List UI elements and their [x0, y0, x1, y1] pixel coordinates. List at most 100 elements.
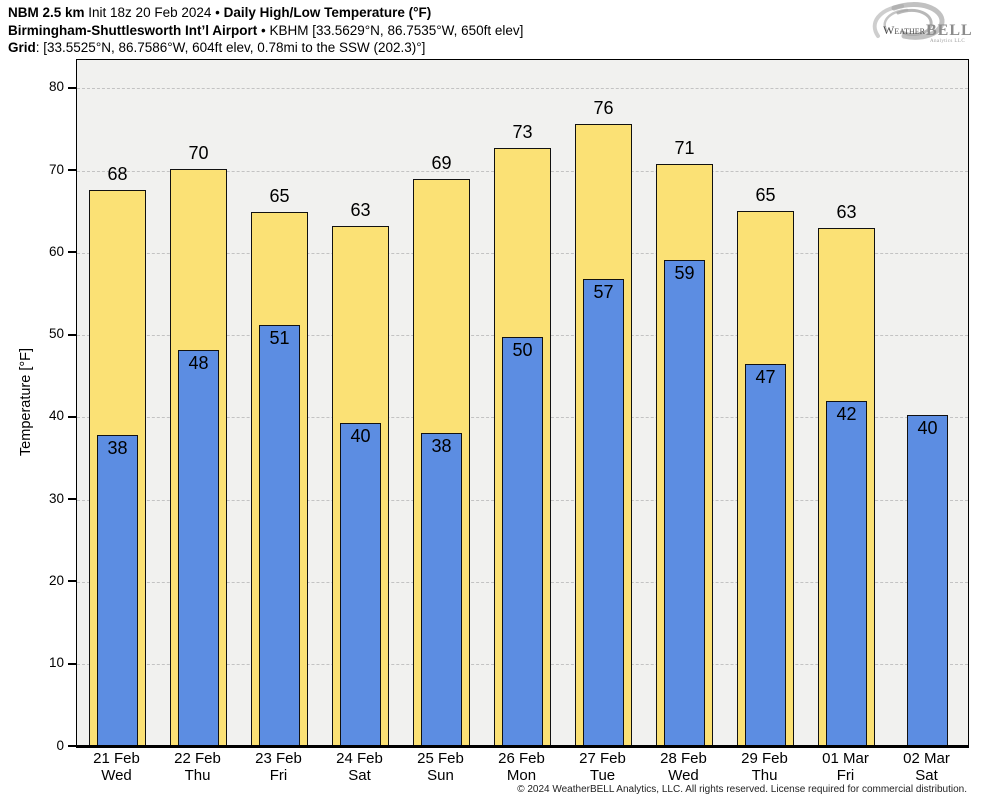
logo-weather-text: Weather: [883, 23, 926, 37]
x-label-27-Feb: 27 Feb Tue: [562, 750, 643, 784]
x-label-date: 22 Feb: [174, 750, 221, 767]
low-bar: [907, 414, 948, 747]
x-label-21-Feb: 21 Feb Wed: [76, 750, 157, 784]
y-tick-20: [68, 580, 76, 583]
y-tick-30: [68, 498, 76, 501]
header-line-3: Grid: [33.5525°N, 86.7586°W, 604ft elev,…: [8, 39, 523, 57]
low-value-label: 42: [836, 404, 857, 425]
low-value-label: 50: [512, 340, 533, 361]
x-label-day: Sat: [348, 767, 371, 784]
low-bar: [259, 324, 300, 747]
plot-area: 68 38 70 48 65 51 63 40 69 38 73 50 76 57 71 59 65 47 63 42…: [76, 59, 969, 748]
x-label-02-Mar: 02 Mar Sat: [886, 750, 967, 784]
low-bar: [178, 350, 219, 747]
y-tick-70: [68, 169, 76, 172]
low-value-label: 51: [269, 327, 290, 348]
station-details: KBHM [33.5629°N, 86.7535°W, 650ft elev]: [269, 22, 524, 38]
model-name: NBM 2.5 km: [8, 5, 85, 20]
logo-subtitle-text: Analytics LLC: [930, 39, 965, 44]
low-value-label: 59: [674, 262, 695, 283]
hurricane-swirl-icon: [872, 2, 945, 40]
high-value-label: 68: [107, 163, 128, 184]
low-value-label: 57: [593, 281, 614, 302]
low-value-label: 40: [350, 425, 371, 446]
high-value-label: 73: [512, 122, 533, 143]
x-label-day: Thu: [184, 767, 211, 784]
low-value-label: 38: [431, 435, 452, 456]
y-tick-0: [68, 745, 76, 747]
high-value-label: 63: [350, 200, 371, 221]
weatherbell-logo: Weather BELL Analytics LLC: [872, 2, 973, 44]
high-value-label: 65: [269, 186, 290, 207]
low-bar: [826, 401, 867, 747]
x-label-day: Fri: [269, 767, 288, 784]
high-value-label: 65: [755, 184, 776, 205]
high-value-label: 71: [674, 137, 695, 158]
product-title: Daily High/Low Temperature (°F): [223, 5, 432, 20]
x-axis-line: [77, 744, 968, 747]
x-label-22-Feb: 22 Feb Thu: [157, 750, 238, 784]
low-value-label: 48: [188, 353, 209, 374]
x-label-29-Feb: 29 Feb Thu: [724, 750, 805, 784]
x-label-date: 28 Feb: [660, 750, 707, 767]
y-tick-label-20: 20: [48, 572, 64, 588]
high-value-label: 70: [188, 143, 209, 164]
x-label-day: Sun: [427, 767, 454, 784]
low-value-label: 40: [917, 417, 938, 438]
low-bar: [340, 422, 381, 747]
x-label-28-Feb: 28 Feb Wed: [643, 750, 724, 784]
high-value-label: 63: [836, 201, 857, 222]
y-tick-40: [68, 415, 76, 418]
low-bar: [97, 435, 138, 747]
x-label-01-Mar: 01 Mar Fri: [805, 750, 886, 784]
x-label-date: 21 Feb: [93, 750, 140, 767]
y-tick-10: [68, 662, 76, 665]
x-label-day: Tue: [589, 767, 616, 784]
high-value-label: 76: [593, 98, 614, 119]
logo-bell-text: BELL: [926, 22, 973, 39]
gridline-80: [77, 88, 968, 90]
x-label-date: 29 Feb: [741, 750, 788, 767]
low-bar: [664, 259, 705, 747]
x-label-day: Mon: [506, 767, 537, 784]
y-tick-label-70: 70: [48, 161, 64, 177]
y-tick-label-50: 50: [48, 326, 64, 342]
x-label-26-Feb: 26 Feb Mon: [481, 750, 562, 784]
low-value-label: 47: [755, 366, 776, 387]
chart-header: NBM 2.5 km Init 18z 20 Feb 2024 • Daily …: [8, 4, 523, 57]
low-bar: [421, 432, 462, 747]
header-line-2: Birmingham-Shuttlesworth Int’l Airport •…: [8, 22, 523, 40]
grid-details: : [33.5525°N, 86.7586°W, 604ft elev, 0.7…: [35, 40, 426, 55]
header-line-1: NBM 2.5 km Init 18z 20 Feb 2024 • Daily …: [8, 4, 523, 22]
y-tick-60: [68, 251, 76, 254]
init-time: Init 18z 20 Feb 2024 •: [84, 5, 224, 20]
x-label-day: Sat: [915, 767, 938, 784]
x-label-day: Thu: [751, 767, 778, 784]
x-label-day: Wed: [101, 767, 132, 784]
low-bar: [583, 278, 624, 747]
x-label-23-Feb: 23 Feb Fri: [238, 750, 319, 784]
x-label-date: 25 Feb: [417, 750, 464, 767]
low-bar: [502, 337, 543, 747]
y-tick-label-10: 10: [48, 655, 64, 671]
x-label-24-Feb: 24 Feb Sat: [319, 750, 400, 784]
x-label-date: 27 Feb: [579, 750, 626, 767]
station-separator: •: [257, 22, 270, 38]
y-tick-50: [68, 333, 76, 336]
x-label-date: 02 Mar: [903, 750, 950, 767]
x-label-day: Fri: [836, 767, 855, 784]
grid-label: Grid: [8, 40, 36, 55]
station-name: Birmingham-Shuttlesworth Int’l Airport: [8, 22, 258, 38]
y-tick-label-80: 80: [48, 79, 64, 95]
x-label-25-Feb: 25 Feb Sun: [400, 750, 481, 784]
y-tick-label-40: 40: [48, 408, 64, 424]
copyright-notice: © 2024 WeatherBELL Analytics, LLC. All r…: [517, 784, 967, 795]
x-label-date: 24 Feb: [336, 750, 383, 767]
y-axis-title: Temperature [°F]: [18, 347, 34, 457]
y-tick-80: [68, 86, 76, 89]
y-tick-label-0: 0: [56, 737, 64, 753]
x-label-date: 01 Mar: [822, 750, 869, 767]
x-label-date: 26 Feb: [498, 750, 545, 767]
low-value-label: 38: [107, 438, 128, 459]
